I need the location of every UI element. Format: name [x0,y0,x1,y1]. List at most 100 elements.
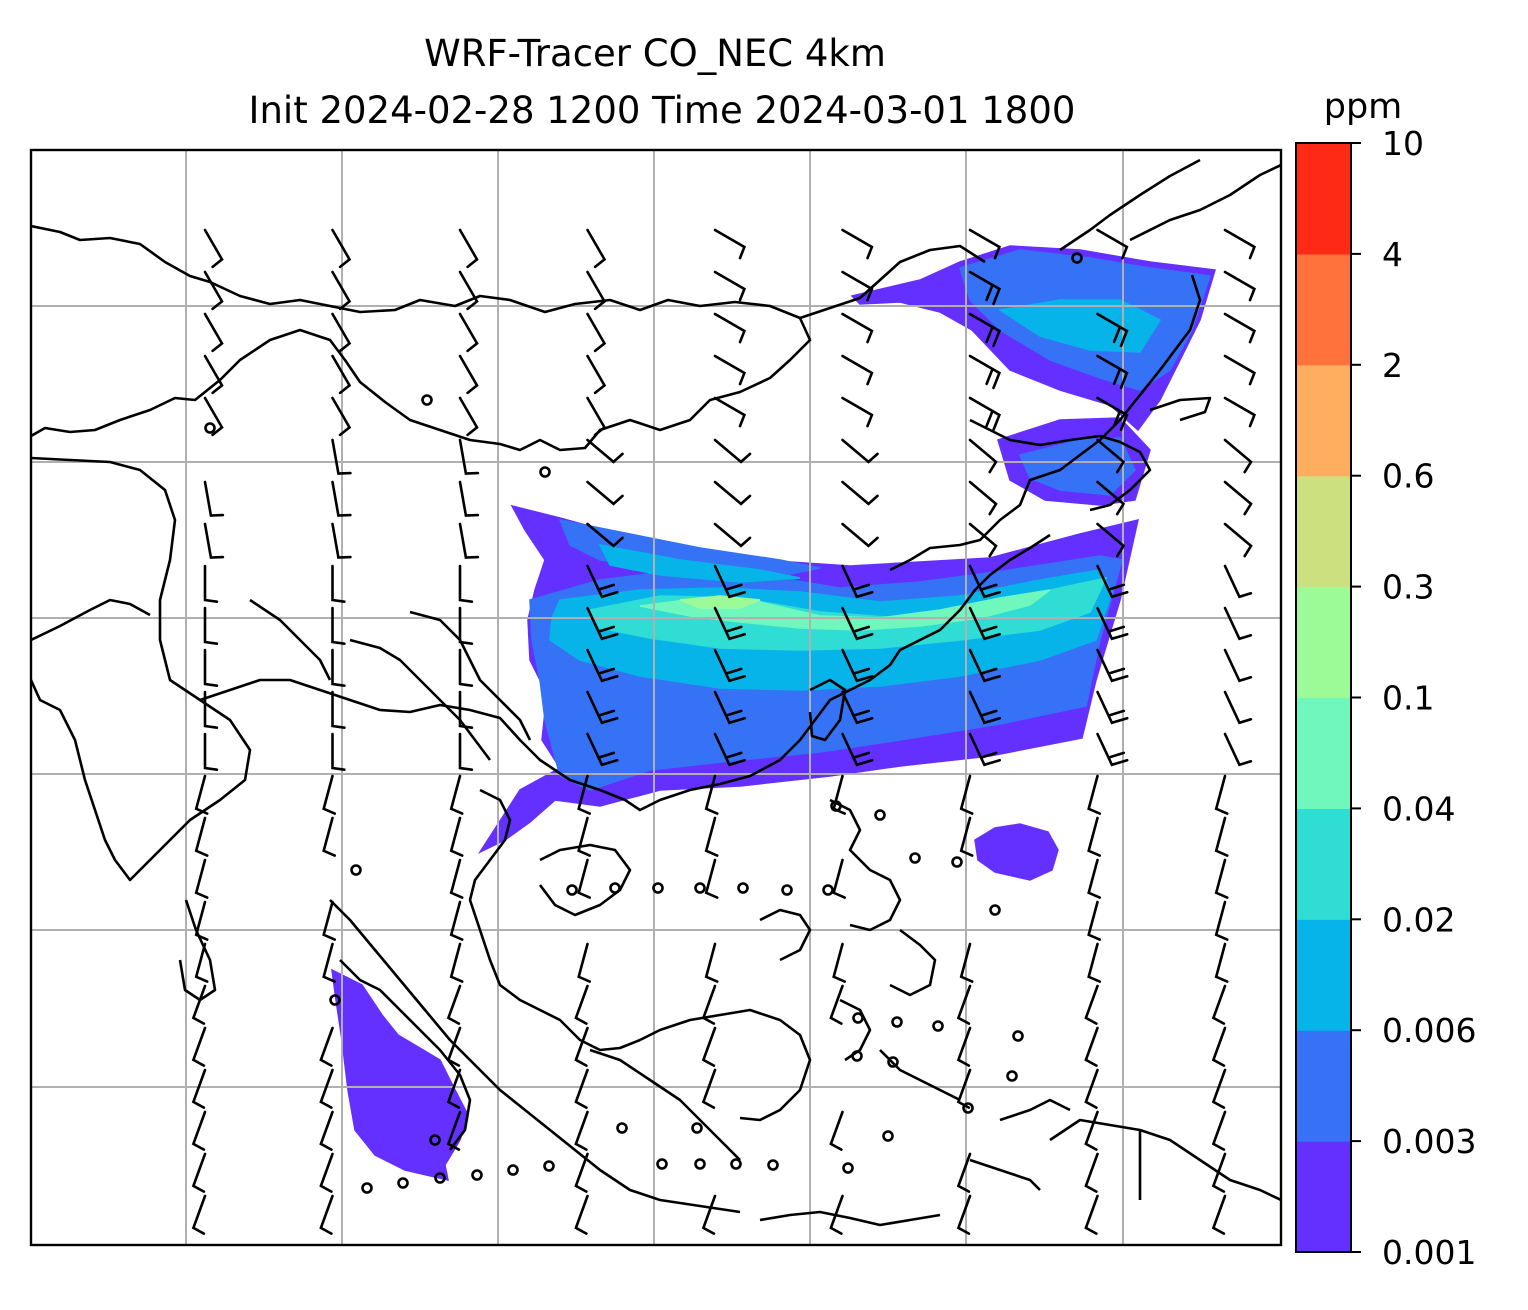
wind-barb [956,1026,972,1067]
wind-barb [841,564,874,599]
coastline-segment [1149,396,1212,422]
wind-barb [577,942,591,983]
tracer-contour-level-2 [598,543,801,583]
wind-barb [1223,438,1253,474]
wind-barb [713,354,747,386]
wind-barb [319,1110,334,1151]
colorbar-tick-label: 0.1 [1382,679,1434,718]
wind-barb [1223,228,1257,260]
wind-barb [841,396,874,428]
wind-barb [319,1194,334,1235]
wind-barb [841,648,874,683]
wind-barb [331,396,352,437]
calm-wind-marker [781,884,793,896]
coastline-segment [468,788,641,1052]
wind-barb [1211,1068,1227,1109]
coastline-segment [969,1158,1041,1191]
wind-barb [331,606,346,645]
wind-barb [968,312,1002,348]
tracer-contour-level-0 [974,823,1059,881]
coastline-segment [31,317,812,452]
coastline-segment [839,998,872,1062]
coastline-segment [31,598,151,642]
wind-barb [1084,1026,1099,1067]
wind-barb [203,732,219,771]
wind-barb [194,774,209,815]
colorbar-tick-label: 4 [1382,235,1403,274]
wind-barb [458,270,479,311]
wind-barb [574,1068,589,1109]
wind-barb [203,480,225,517]
wind-barb [704,816,719,857]
chart-subtitle: Init 2024-02-28 1200 Time 2024-03-01 180… [249,89,1076,132]
wind-barb [841,270,874,302]
wind-barb [701,984,717,1025]
wind-barb [194,942,209,983]
wind-barb [1223,480,1253,516]
coastline-segment [339,959,472,1151]
wind-barb [713,228,747,260]
wind-barb [829,984,844,1025]
wind-barb [1096,354,1129,390]
wind-barb [203,270,224,311]
calm-wind-marker [730,1158,742,1170]
calm-wind-marker [909,852,921,864]
wind-barb [701,1194,717,1235]
calm-wind-marker [822,884,834,896]
wind-barb [968,690,1001,725]
colorbar-segment [1296,808,1351,920]
colorbar-tick-label: 10 [1382,124,1424,163]
wind-barb [1096,564,1129,599]
wind-barb [959,774,974,815]
wind-barb [1223,606,1253,641]
colorbar-tick-label: 0.3 [1382,568,1434,607]
wind-barb [1214,774,1229,815]
wind-barb [1223,270,1257,302]
coastlines [31,158,1281,1227]
wind-barb [586,690,619,725]
wind-barb [713,606,746,641]
wind-barb [577,774,591,815]
calm-wind-marker [737,882,749,894]
wind-barb [203,564,219,603]
wind-barb [1096,606,1129,641]
colorbar-tick-label: 0.001 [1382,1233,1476,1272]
wind-barb [194,816,209,857]
wind-barb [841,606,874,641]
wind-barb [191,1110,207,1151]
wind-barb [713,480,752,506]
calm-wind-marker [361,1182,373,1194]
calm-wind-marker [350,864,362,876]
coastline-segment [759,908,812,962]
wind-barb [203,522,225,559]
wind-barb [449,774,464,815]
wind-barb [574,1026,589,1067]
coastline-segment [178,899,217,1002]
tracer-contour-level-3 [588,576,1108,651]
wind-barb [194,900,209,941]
wind-barb [331,480,352,517]
wind-barb [1223,396,1257,428]
colorbar-segment [1296,586,1351,699]
wind-barb [704,858,719,899]
coastline-segment [1049,1118,1281,1202]
wind-barb [458,690,474,729]
wind-barb [203,354,224,395]
wind-barb [191,984,207,1025]
wind-barb [203,606,219,645]
coastline-segment [969,418,1152,512]
calm-wind-marker [434,1172,446,1184]
wind-barb [574,1110,589,1151]
wind-barb [319,1026,334,1067]
calm-wind-marker [421,394,433,406]
wind-barb [458,606,474,645]
wind-barb [331,354,352,395]
wind-barb [458,228,479,269]
wind-barb [586,732,619,767]
wind-barb [203,690,219,729]
coastline-segment [1059,158,1201,252]
wind-barb [203,648,219,687]
calm-wind-marker [691,1122,703,1134]
wind-barb [449,858,464,899]
colorbar-segment [1296,1141,1351,1253]
